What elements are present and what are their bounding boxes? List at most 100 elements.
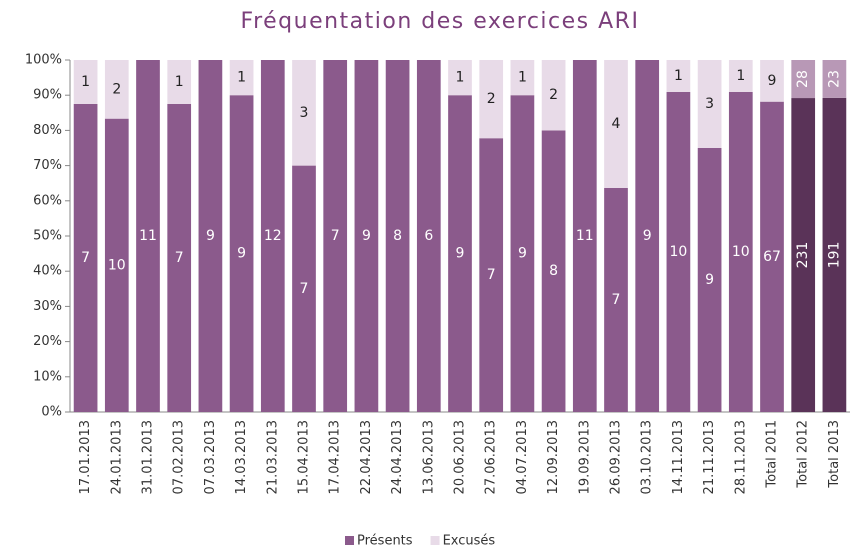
- bar-segment: [760, 101, 784, 413]
- x-tick-label: 31.01.2013: [141, 420, 156, 494]
- bar-segment: [510, 95, 535, 412]
- data-label: 1: [736, 68, 745, 84]
- data-label: 8: [549, 263, 558, 279]
- x-tick-label: 13.06.2013: [421, 420, 436, 494]
- data-label: 11: [139, 228, 157, 244]
- legend-swatch: [345, 536, 354, 545]
- data-label: 9: [206, 228, 215, 244]
- data-label: 7: [81, 250, 90, 266]
- data-label: 9: [237, 246, 246, 262]
- x-tick-label: 17.01.2013: [78, 420, 93, 494]
- x-tick-label: 27.06.2013: [484, 420, 499, 494]
- bar-segment: [791, 98, 816, 413]
- bar-segment: [167, 60, 192, 104]
- data-label: 9: [518, 246, 527, 262]
- data-label: 28: [795, 70, 811, 88]
- x-tick-label: 20.06.2013: [453, 420, 468, 494]
- x-tick-label: 21.11.2013: [702, 420, 717, 494]
- y-tick-label: 90%: [33, 88, 62, 103]
- bar-segment: [728, 60, 753, 92]
- bar-segment: [541, 60, 566, 131]
- data-label: 6: [424, 228, 433, 244]
- y-tick-label: 20%: [33, 334, 62, 349]
- bar-segment: [136, 60, 160, 412]
- data-label: 7: [300, 281, 309, 297]
- x-tick-label: 28.11.2013: [733, 420, 748, 494]
- data-label: 9: [456, 246, 465, 262]
- bar-segment: [604, 188, 628, 412]
- bar-segment: [198, 60, 223, 412]
- x-tick-label: 26.09.2013: [609, 420, 624, 494]
- data-label: 3: [300, 105, 309, 121]
- data-label: 7: [612, 292, 621, 308]
- x-tick-label: 12.09.2013: [546, 420, 561, 494]
- x-tick-label: 19.09.2013: [577, 420, 592, 494]
- legend-label: Présents: [357, 534, 413, 549]
- bar-segment: [604, 60, 628, 188]
- bar-segment: [697, 148, 722, 412]
- data-label: 3: [705, 96, 714, 112]
- x-tick-label: 24.04.2013: [390, 420, 405, 494]
- y-tick-label: 0%: [41, 405, 62, 420]
- bar-segment: [479, 60, 504, 139]
- legend-swatch: [430, 536, 440, 545]
- bar-segment: [666, 92, 691, 412]
- x-tick-label: 15.04.2013: [297, 420, 312, 494]
- data-label: 67: [763, 249, 781, 265]
- bar-segment: [416, 60, 441, 412]
- bar-segment: [479, 138, 504, 412]
- bar-segment: [448, 60, 472, 96]
- y-tick-label: 30%: [33, 299, 62, 314]
- bar-segment: [385, 60, 410, 412]
- y-tick-label: 80%: [33, 123, 62, 138]
- data-label: 7: [175, 250, 184, 266]
- data-label: 11: [576, 228, 594, 244]
- bar-segment: [354, 60, 379, 412]
- bar-segment: [572, 60, 597, 412]
- data-label: 231: [795, 242, 811, 269]
- bar-segment: [73, 60, 98, 104]
- bar-segment: [73, 104, 98, 412]
- x-tick-label: 17.04.2013: [328, 420, 343, 494]
- bar-segment: [104, 118, 129, 413]
- data-label: 10: [669, 244, 687, 260]
- x-tick-label: 22.04.2013: [359, 420, 374, 494]
- bar-segment: [448, 95, 472, 412]
- x-tick-label: 21.03.2013: [265, 420, 280, 494]
- data-label: 1: [175, 74, 184, 90]
- data-label: 10: [732, 244, 750, 260]
- x-tick-label: 14.11.2013: [671, 420, 686, 494]
- bar-segment: [510, 60, 535, 96]
- x-tick-label: 14.03.2013: [234, 420, 249, 494]
- y-tick-label: 70%: [33, 158, 62, 173]
- bar-segment: [292, 165, 316, 412]
- bar-segment: [229, 95, 254, 412]
- data-label: 2: [112, 81, 121, 97]
- chart-title: Fréquentation des exercices ARI: [241, 9, 640, 34]
- data-label: 1: [518, 70, 527, 86]
- x-tick-label: 07.02.2013: [172, 420, 187, 494]
- bar-segment: [260, 60, 285, 412]
- y-tick-label: 10%: [33, 369, 62, 384]
- data-label: 9: [362, 228, 371, 244]
- data-label: 9: [768, 73, 777, 89]
- bar-segment: [323, 60, 348, 412]
- data-label: 12: [264, 228, 282, 244]
- x-tick-label: Total 2012: [796, 420, 811, 489]
- bar-segment: [760, 60, 784, 102]
- bar-segment: [229, 60, 254, 96]
- data-label: 10: [108, 257, 126, 273]
- y-tick-label: 40%: [33, 264, 62, 279]
- bar-segment: [292, 60, 316, 166]
- data-label: 9: [643, 228, 652, 244]
- y-tick-label: 100%: [25, 53, 62, 68]
- bar-segment: [791, 60, 816, 99]
- data-label: 1: [237, 70, 246, 86]
- data-label: 2: [487, 91, 496, 107]
- data-label: 4: [612, 116, 621, 132]
- y-tick-label: 50%: [33, 229, 62, 244]
- y-tick-label: 60%: [33, 193, 62, 208]
- data-label: 8: [393, 228, 402, 244]
- bar-segment: [666, 60, 691, 92]
